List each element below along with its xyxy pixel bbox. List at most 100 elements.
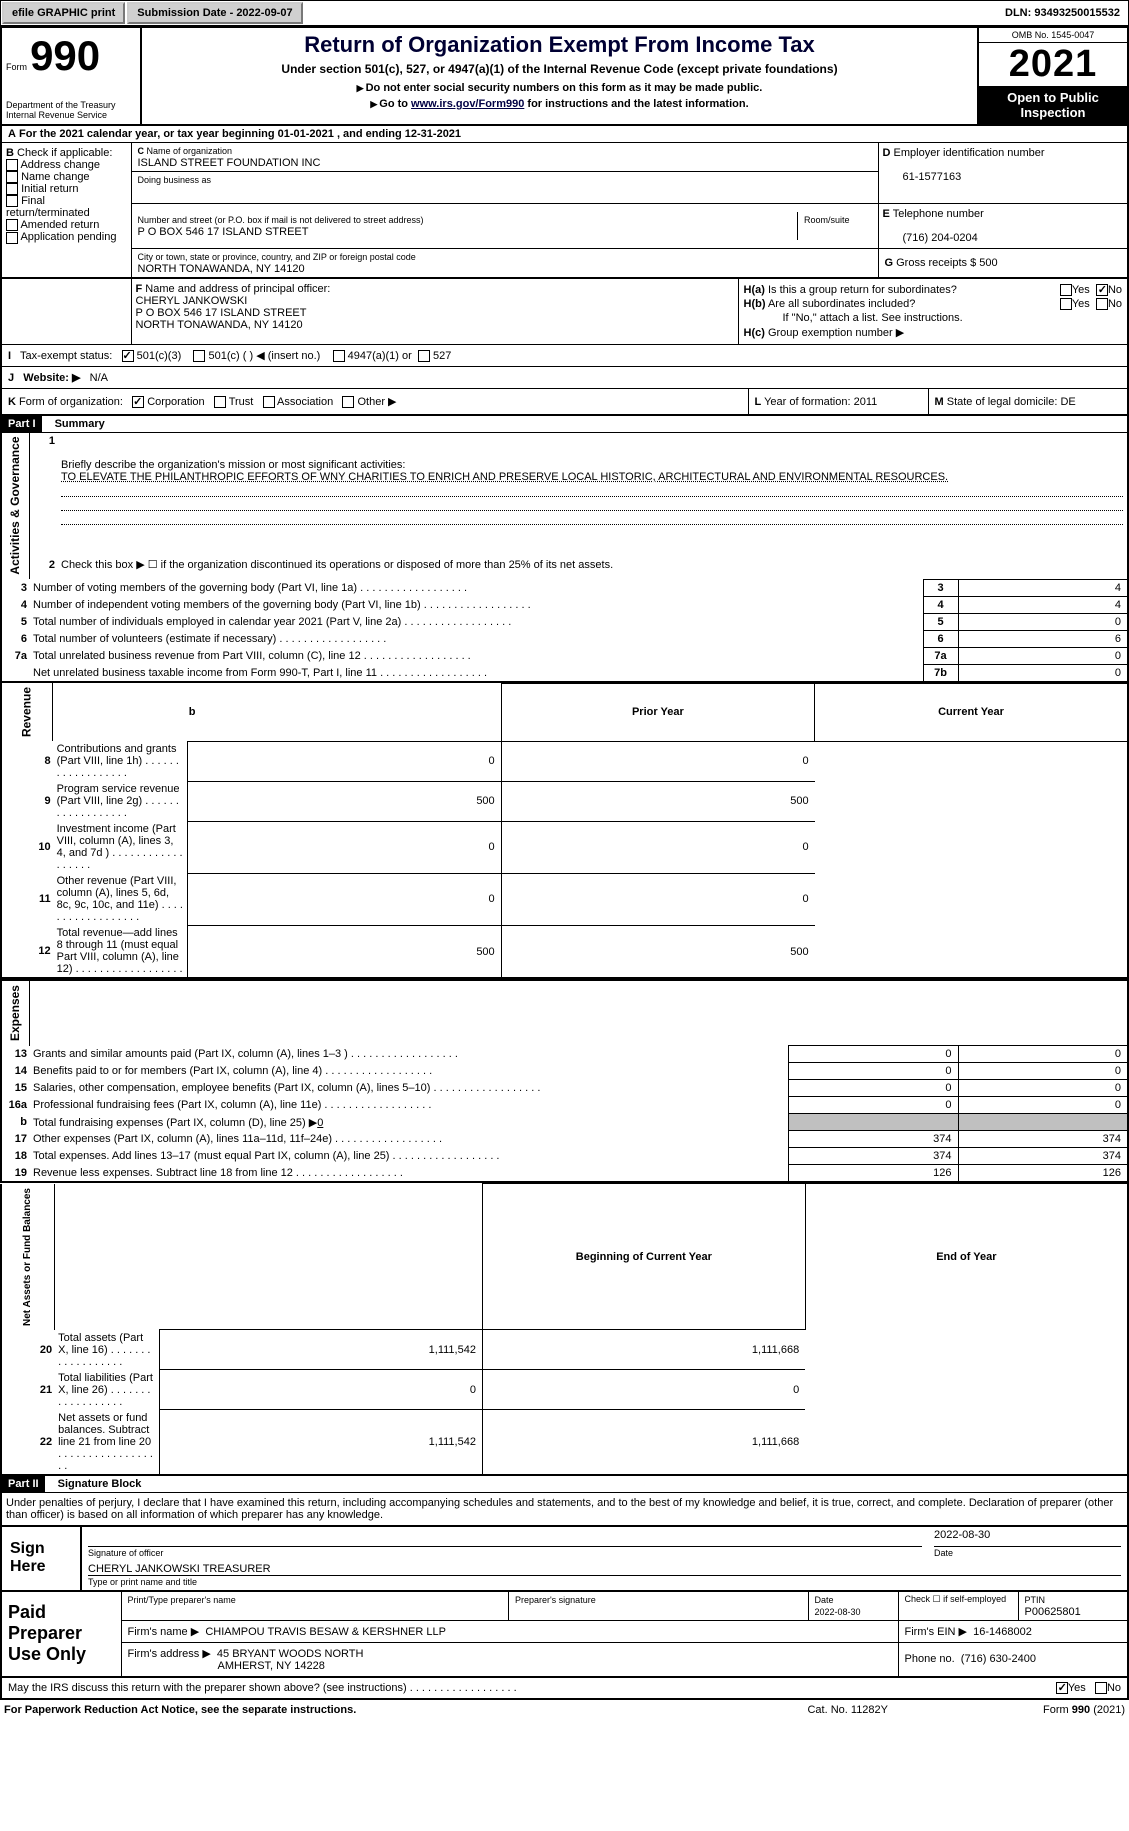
ein-label: Employer identification number: [894, 147, 1045, 159]
cat-no: Cat. No. 11282Y: [755, 1700, 940, 1720]
mission-label: Briefly describe the organization's miss…: [61, 459, 405, 471]
footer: For Paperwork Reduction Act Notice, see …: [0, 1700, 1129, 1720]
ssn-warning: Do not enter social security numbers on …: [366, 82, 763, 94]
dln-label: DLN: 93493250015532: [997, 4, 1128, 22]
pra-notice: For Paperwork Reduction Act Notice, see …: [0, 1700, 755, 1720]
form-org-label: Form of organization:: [19, 396, 123, 408]
hb-no[interactable]: No: [1108, 298, 1122, 310]
paid-preparer-label: Paid Preparer Use Only: [1, 1592, 121, 1677]
527[interactable]: 527: [433, 350, 451, 362]
k-other[interactable]: Other ▶: [357, 396, 396, 408]
efile-print-button[interactable]: efile GRAPHIC print: [2, 2, 125, 24]
table-row: 22 Net assets or fund balances. Subtract…: [1, 1410, 1128, 1475]
firm-addr1: 45 BRYANT WOODS NORTH: [217, 1648, 364, 1660]
submission-date-button[interactable]: Submission Date - 2022-09-07: [127, 2, 302, 24]
org-info-block: B Check if applicable: Address change Na…: [0, 142, 1129, 279]
ha-no[interactable]: No: [1108, 284, 1122, 296]
prep-name-label: Print/Type preparer's name: [128, 1595, 236, 1605]
k-assoc[interactable]: Association: [277, 396, 333, 408]
firm-ein-label: Firm's EIN ▶: [905, 1626, 968, 1638]
firm-name-value: CHIAMPOU TRAVIS BESAW & KERSHNER LLP: [205, 1626, 446, 1638]
officer-addr2: NORTH TONAWANDA, NY 14120: [136, 319, 303, 331]
501c3[interactable]: 501(c)(3): [137, 350, 182, 362]
opt-address-change[interactable]: Address change: [20, 159, 100, 171]
check-applicable-label: Check if applicable:: [17, 147, 112, 159]
goto-prefix: Go to: [379, 98, 411, 110]
ptin-label: PTIN: [1025, 1595, 1046, 1605]
gross-receipts-value: 500: [979, 257, 997, 269]
form-subtitle: Under section 501(c), 527, or 4947(a)(1)…: [146, 62, 973, 76]
expenses-table: Expenses 13 Grants and similar amounts p…: [0, 981, 1129, 1183]
k-corp[interactable]: Corporation: [147, 396, 204, 408]
opt-name-change[interactable]: Name change: [21, 171, 90, 183]
open-inspection: Open to Public Inspection: [979, 86, 1127, 124]
table-row: 3 Number of voting members of the govern…: [1, 579, 1128, 596]
table-row: 13 Grants and similar amounts paid (Part…: [1, 1046, 1128, 1063]
ptin-value: P00625801: [1025, 1606, 1081, 1618]
4947a1[interactable]: 4947(a)(1) or: [348, 350, 412, 362]
form-header: Form 990 Department of the Treasury Inte…: [0, 26, 1129, 126]
room-label: Room/suite: [804, 215, 850, 225]
section-a-line: A For the 2021 calendar year, or tax yea…: [0, 126, 1129, 142]
dba-label: Doing business as: [138, 175, 212, 185]
firm-addr2: AMHERST, NY 14228: [128, 1660, 325, 1672]
goto-suffix: for instructions and the latest informat…: [527, 98, 748, 110]
hb-yes[interactable]: Yes: [1072, 298, 1090, 310]
ha-yes[interactable]: Yes: [1072, 284, 1090, 296]
discuss-yes[interactable]: Yes: [1068, 1682, 1086, 1694]
table-row: 5 Total number of individuals employed i…: [1, 613, 1128, 630]
501c[interactable]: 501(c) ( ) ◀ (insert no.): [209, 350, 321, 362]
prep-date-value: 2022-08-30: [815, 1607, 861, 1617]
discuss-label: May the IRS discuss this return with the…: [8, 1682, 407, 1694]
table-row: 12 Total revenue—add lines 8 through 11 …: [1, 925, 1128, 978]
opt-application-pending[interactable]: Application pending: [20, 231, 116, 243]
prep-date-label: Date: [815, 1595, 834, 1605]
opt-final-return[interactable]: Final return/terminated: [6, 195, 90, 219]
street-value: P O BOX 546 17 ISLAND STREET: [138, 226, 309, 238]
table-row: 10 Investment income (Part VIII, column …: [1, 821, 1128, 873]
tax-year-line: For the 2021 calendar year, or tax year …: [19, 128, 461, 140]
table-row: 21 Total liabilities (Part X, line 26) 0…: [1, 1370, 1128, 1410]
sig-officer-label: Signature of officer: [88, 1548, 163, 1558]
city-label: City or town, state or province, country…: [138, 252, 416, 262]
table-row: 9 Program service revenue (Part VIII, li…: [1, 781, 1128, 821]
self-employed-check[interactable]: Check ☐ if self-employed: [898, 1592, 1018, 1621]
table-row: 15 Salaries, other compensation, employe…: [1, 1080, 1128, 1097]
table-row: 17 Other expenses (Part IX, column (A), …: [1, 1131, 1128, 1148]
tax-status-block: I Tax-exempt status: 501(c)(3) 501(c) ( …: [0, 345, 1129, 389]
table-row: 8 Contributions and grants (Part VIII, l…: [1, 741, 1128, 781]
h-a-label: Is this a group return for subordinates?: [768, 284, 957, 296]
firm-phone-label: Phone no.: [905, 1653, 955, 1665]
part2-title: Signature Block: [48, 1478, 142, 1490]
table-row: 11 Other revenue (Part VIII, column (A),…: [1, 873, 1128, 925]
part1-header: Part I: [2, 416, 42, 432]
k-trust[interactable]: Trust: [229, 396, 254, 408]
firm-name-label: Firm's name ▶: [128, 1626, 200, 1638]
declaration-text: Under penalties of perjury, I declare th…: [0, 1492, 1129, 1527]
website-label: Website: ▶: [23, 372, 80, 384]
discuss-no[interactable]: No: [1107, 1682, 1121, 1694]
opt-amended-return[interactable]: Amended return: [20, 219, 99, 231]
col-begin-year: Beginning of Current Year: [482, 1184, 805, 1330]
firm-ein-value: 16-1468002: [973, 1626, 1032, 1638]
firm-addr-label: Firm's address ▶: [128, 1648, 211, 1660]
financial-table: Revenue b Prior Year Current Year 8 Cont…: [0, 683, 1129, 982]
domicile-label: State of legal domicile:: [947, 396, 1058, 408]
year-formation-label: Year of formation:: [764, 396, 850, 408]
form-word: Form: [6, 62, 27, 72]
officer-group-block: F Name and address of principal officer:…: [0, 279, 1129, 345]
prep-sig-label: Preparer's signature: [515, 1595, 596, 1605]
footer-form-number: 990: [1072, 1704, 1090, 1716]
sig-date-value: 2022-08-30: [934, 1529, 1121, 1547]
table-row: 6 Total number of volunteers (estimate i…: [1, 630, 1128, 647]
type-name-label: Type or print name and title: [88, 1577, 197, 1587]
table-row: 16a Professional fundraising fees (Part …: [1, 1097, 1128, 1114]
table-row: 7a Total unrelated business revenue from…: [1, 647, 1128, 664]
opt-initial-return[interactable]: Initial return: [21, 183, 78, 195]
table-row: 18 Total expenses. Add lines 13–17 (must…: [1, 1148, 1128, 1165]
klm-block: K Form of organization: Corporation Trus…: [0, 389, 1129, 416]
col-end-year: End of Year: [805, 1184, 1128, 1330]
gross-receipts-label: Gross receipts $: [896, 257, 976, 269]
goto-link[interactable]: www.irs.gov/Form990: [411, 98, 524, 110]
part1-title: Summary: [45, 418, 105, 430]
